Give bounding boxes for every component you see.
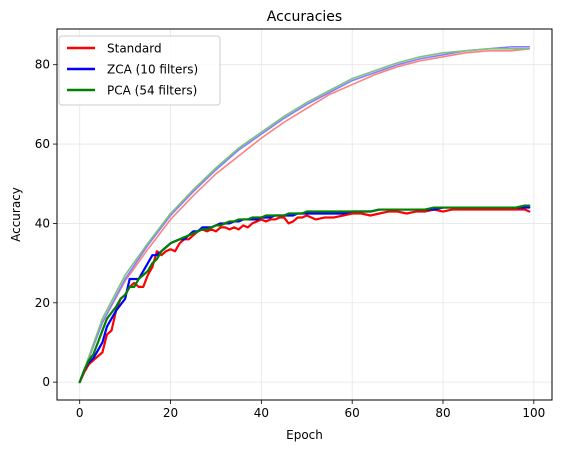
plot-frame — [56, 28, 553, 401]
legend-label-pca: PCA (54 filters) — [107, 84, 197, 98]
x-tick-label: 80 — [435, 406, 450, 420]
x-tick-label: 0 — [76, 406, 84, 420]
legend-label-standard: Standard — [107, 42, 162, 56]
y-tick-label: 20 — [35, 296, 50, 310]
faint-curve-5 — [78, 48, 531, 383]
legend-label-zca: ZCA (10 filters) — [107, 63, 198, 77]
legend: Standard ZCA (10 filters) PCA (54 filter… — [58, 35, 221, 106]
faint-curve-3 — [78, 48, 531, 383]
series-layer — [78, 46, 531, 384]
chart-title: Accuracies — [267, 9, 342, 25]
series-line-2 — [78, 204, 531, 384]
legend-box — [58, 35, 221, 106]
y-tick-label: 80 — [35, 58, 50, 72]
y-tick-label: 0 — [42, 375, 50, 389]
y-tick-label: 40 — [35, 216, 50, 230]
y-tick-label: 60 — [35, 137, 50, 151]
x-tick-label: 100 — [522, 406, 545, 420]
axis-ticks: 0 20 40 60 80 100 0 20 40 60 80 — [35, 58, 546, 420]
x-tick-label: 40 — [254, 406, 269, 420]
x-axis-label: Epoch — [286, 428, 323, 442]
y-axis-label: Accuracy — [9, 187, 23, 242]
x-tick-label: 60 — [345, 406, 360, 420]
x-tick-label: 20 — [163, 406, 178, 420]
